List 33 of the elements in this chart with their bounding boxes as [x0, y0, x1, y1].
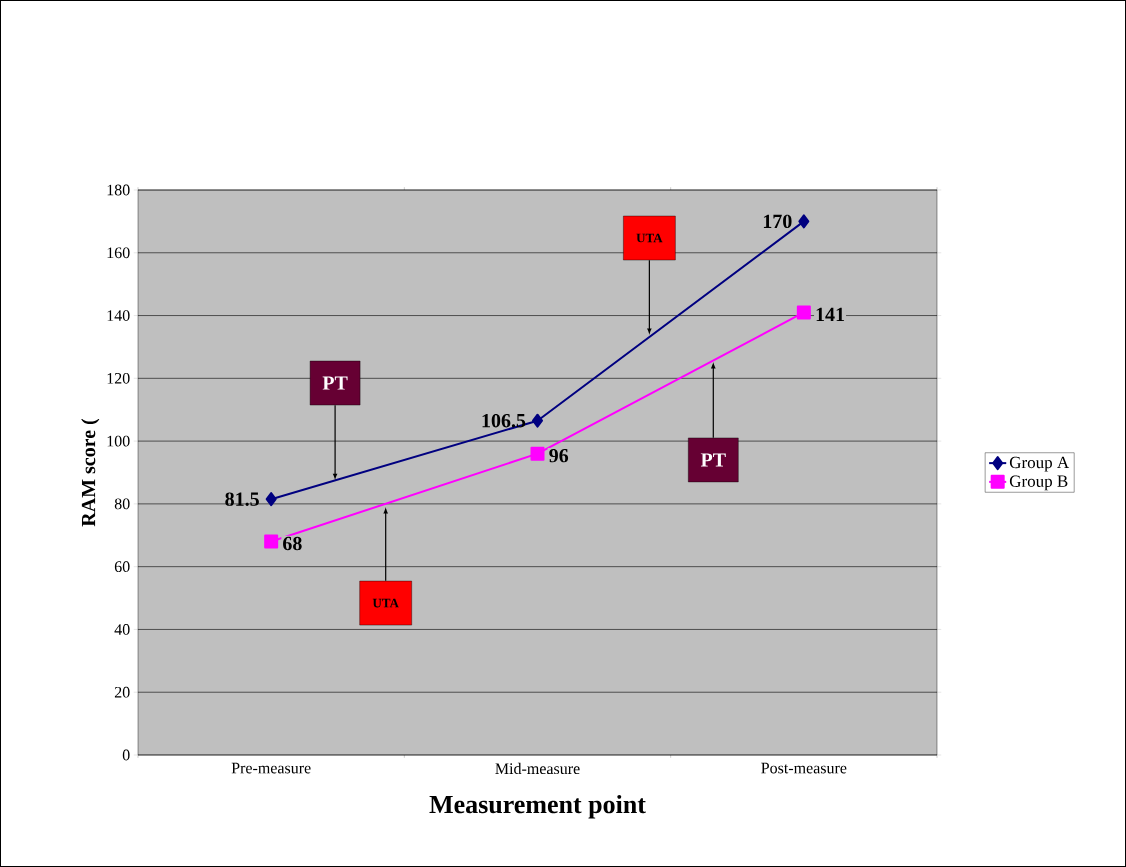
y-axis-title: RAM score ( — [81, 418, 100, 527]
y-tick-label: 80 — [114, 498, 130, 510]
y-tick-label: 180 — [107, 184, 130, 196]
data-label: 170 — [763, 214, 792, 229]
y-tick-label: 140 — [107, 310, 130, 321]
point — [530, 446, 545, 461]
data-label: 96 — [549, 448, 569, 463]
x-tick-label: Post-measure — [761, 762, 847, 774]
point — [264, 534, 279, 549]
x-tick-label: Pre-measure — [231, 762, 311, 774]
y-tick-label: 120 — [107, 372, 130, 384]
data-label: 81.5 — [225, 492, 259, 506]
data-label: 68 — [283, 536, 302, 551]
y-tick-label: 0 — [122, 749, 130, 761]
y-tick-label: 100 — [107, 435, 130, 447]
annotation: PT — [700, 453, 726, 467]
point — [796, 305, 811, 320]
legend-label: Group B — [1009, 475, 1068, 491]
point — [532, 413, 544, 428]
data-label: 141 — [816, 307, 845, 322]
y-tick-label: 40 — [114, 624, 130, 635]
legend-label: Group A — [1009, 456, 1070, 472]
y-tick-label: 60 — [114, 561, 130, 573]
annotation: UTA — [372, 598, 399, 608]
x-tick-label: Mid-measure — [495, 762, 580, 775]
annotation: UTA — [636, 233, 663, 243]
x-axis-title: Measurement point — [429, 794, 646, 819]
data-label: 106.5 — [482, 413, 526, 428]
y-tick-label: 20 — [114, 686, 130, 698]
annotation: PT — [322, 376, 348, 390]
point — [798, 214, 810, 229]
y-tick-label: 160 — [107, 247, 130, 259]
point — [265, 492, 277, 507]
